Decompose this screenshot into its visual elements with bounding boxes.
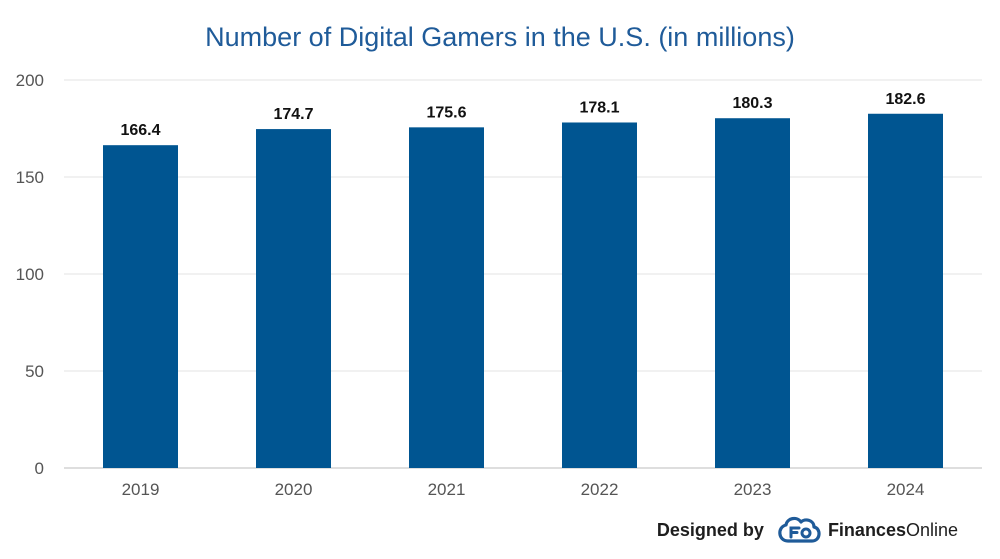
brand-name-bold: Finances [827, 519, 906, 540]
y-tick-label: 100 [16, 265, 44, 284]
bar-2020 [256, 129, 331, 468]
data-label-2020: 174.7 [273, 106, 313, 123]
financesonline-logo: FinancesOnline [774, 515, 958, 545]
bar-2023 [715, 118, 790, 468]
gridlines [64, 79, 982, 469]
credit: Designed by FinancesOnline [657, 515, 958, 545]
x-tick-label-2019: 2019 [122, 480, 160, 499]
x-tick-label-2024: 2024 [887, 480, 925, 499]
data-label-2023: 180.3 [732, 95, 772, 112]
y-tick-label: 0 [35, 459, 44, 478]
x-tick-label-2022: 2022 [581, 480, 619, 499]
y-axis-ticks: 0 50 100 150 200 [16, 71, 44, 478]
x-tick-label-2023: 2023 [734, 480, 772, 499]
brand-name: FinancesOnline [828, 520, 958, 541]
y-tick-label: 50 [25, 362, 44, 381]
bars [103, 113, 943, 469]
x-tick-label-2021: 2021 [428, 480, 466, 499]
financesonline-cloud-logo-icon [778, 516, 821, 543]
designed-by-label: Designed by [656, 519, 764, 540]
data-label-2022: 178.1 [579, 99, 619, 116]
bar-2021 [409, 127, 484, 468]
chart-title: Number of Digital Gamers in the U.S. (in… [205, 22, 795, 52]
x-tick-label-2020: 2020 [275, 480, 313, 499]
bar-2019 [103, 145, 178, 468]
data-label-2021: 175.6 [426, 104, 466, 121]
data-label-2024: 182.6 [885, 91, 925, 108]
x-axis-ticks: 2019 2020 2021 2022 2023 2024 [122, 480, 925, 499]
bar-2024 [868, 113, 943, 469]
y-tick-label: 200 [16, 71, 44, 90]
bar-2022 [562, 122, 637, 469]
data-label-2019: 166.4 [120, 122, 160, 139]
brand-name-rest: Online [905, 519, 958, 540]
y-tick-label: 150 [16, 168, 44, 187]
data-labels: 166.4 174.7 175.6 178.1 180.3 182.6 [120, 91, 925, 139]
